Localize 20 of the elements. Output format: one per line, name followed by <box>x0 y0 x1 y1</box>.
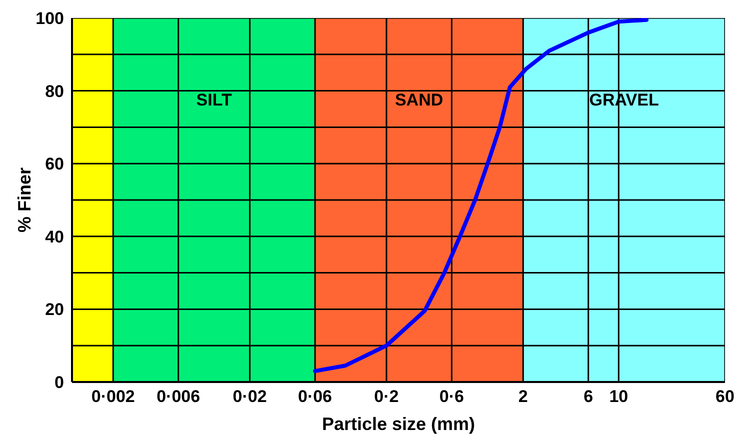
x-tick-label: 0·002 <box>91 387 135 406</box>
x-tick-label: 0·2 <box>374 387 399 406</box>
x-tick-label: 60 <box>716 387 734 406</box>
y-tick-label: 40 <box>45 227 64 246</box>
band-label: SAND <box>394 90 444 110</box>
y-axis-title: % Finer <box>14 167 34 233</box>
band-label: SILT <box>196 90 232 110</box>
x-tick-label: 6 <box>584 387 594 406</box>
y-tick-label: 100 <box>36 9 64 28</box>
x-tick-label: 0·06 <box>298 387 332 406</box>
x-tick-label: 0·02 <box>232 387 267 406</box>
y-tick-label: 60 <box>45 154 64 174</box>
x-axis-title: Particle size (mm) <box>322 414 476 434</box>
y-tick-label: 80 <box>45 82 64 101</box>
x-tick-label: 0·6 <box>439 387 464 406</box>
y-tick-label: 0 <box>54 373 64 392</box>
y-tick-label: 20 <box>45 300 64 320</box>
x-tick-label: 10 <box>609 387 628 406</box>
x-tick-label: 2 <box>518 387 528 406</box>
x-tick-label: 0·006 <box>156 387 200 406</box>
